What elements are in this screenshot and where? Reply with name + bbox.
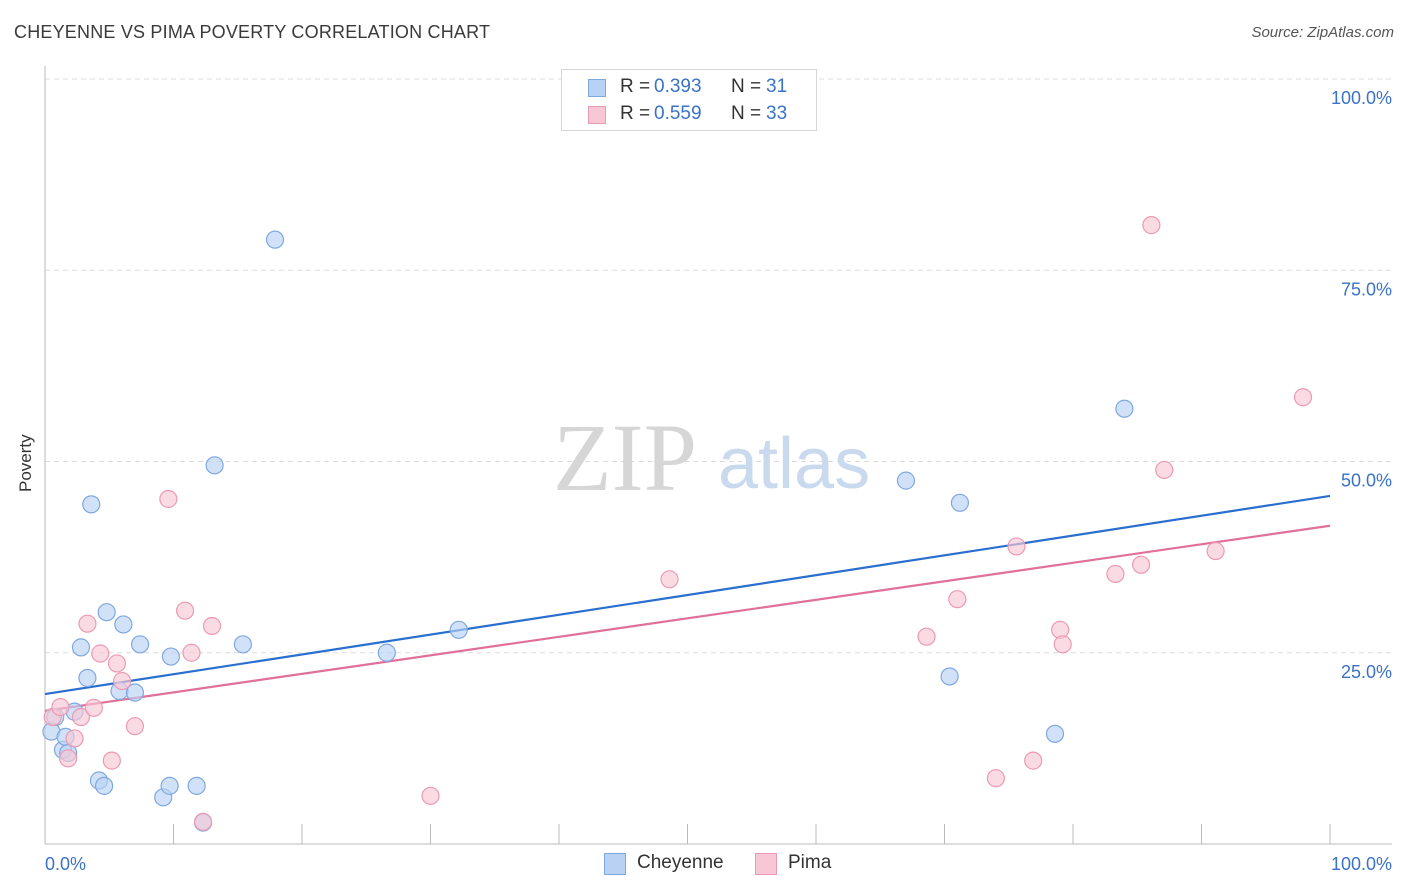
pima-point	[1106, 564, 1125, 584]
r-value: 0.559	[654, 103, 702, 124]
x-tick-label: 0.0%	[45, 854, 86, 874]
y-axis-label: Poverty	[16, 434, 35, 492]
n-value: 31	[766, 76, 788, 97]
pima-point	[986, 769, 1006, 788]
y-tick-label: 25.0%	[1341, 662, 1392, 682]
r-value: 0.393	[654, 76, 702, 97]
pima-point	[1053, 635, 1072, 654]
pima-point	[1155, 460, 1174, 480]
cheyenne-point	[82, 495, 101, 514]
pima-point	[948, 590, 967, 609]
chart-title: CHEYENNE VS PIMA POVERTY CORRELATION CHA…	[14, 22, 491, 42]
stats-legend: R = 0.393 N = 31 R = 0.559 N = 33	[561, 69, 817, 131]
cheyenne-point	[950, 493, 970, 512]
cheyenne-point	[205, 456, 224, 475]
watermark-atlas: atlas	[718, 424, 870, 504]
pima-point	[112, 671, 132, 691]
pima-point	[660, 570, 679, 589]
cheyenne-swatch	[604, 853, 626, 875]
pima-point	[159, 489, 178, 509]
cheyenne-trend-line	[44, 494, 1331, 696]
legend-label: Pima	[788, 852, 832, 873]
cheyenne-point	[377, 643, 396, 662]
cheyenne-point	[125, 683, 145, 702]
cheyenne-point	[265, 230, 285, 249]
pima-point	[78, 614, 97, 633]
cheyenne-point	[160, 776, 179, 795]
y-tick-label: 100.0%	[1331, 88, 1392, 108]
x-tick-labels: 0.0% 100.0%	[45, 854, 1392, 874]
y-tick-labels: 25.0% 50.0% 75.0% 100.0%	[1331, 88, 1392, 682]
pima-point	[175, 601, 195, 620]
pima-point	[1024, 751, 1043, 770]
cheyenne-point	[130, 635, 150, 654]
pima-point	[51, 697, 70, 717]
cheyenne-point	[896, 471, 916, 490]
cheyenne-point	[940, 667, 959, 686]
pima-point	[1206, 541, 1225, 561]
pima-point	[421, 786, 440, 805]
n-label: N =	[731, 76, 762, 97]
pima-point	[1132, 555, 1151, 574]
r-label: R =	[620, 103, 651, 124]
gridlines	[45, 78, 1392, 654]
pima-point	[91, 644, 110, 663]
watermark-zip: ZIP	[553, 404, 697, 511]
pima-point	[102, 751, 121, 770]
n-label: N =	[731, 103, 762, 124]
y-tick-label: 75.0%	[1341, 279, 1392, 299]
pima-point	[125, 717, 145, 736]
cheyenne-point	[97, 603, 116, 622]
x-tick-label: 100.0%	[1331, 854, 1392, 874]
pima-point	[1007, 537, 1026, 556]
trend-lines	[44, 494, 1331, 712]
cheyenne-point	[161, 647, 181, 666]
y-tick-label: 50.0%	[1341, 471, 1392, 491]
pima-point	[71, 707, 91, 727]
pima-point	[84, 698, 103, 717]
cheyenne-point	[78, 668, 97, 688]
series-legend: Cheyenne Pima	[604, 852, 844, 876]
pima-point	[1293, 388, 1313, 407]
cheyenne-point	[71, 638, 91, 657]
cheyenne-point	[114, 615, 133, 634]
cheyenne-swatch	[588, 79, 606, 97]
pima-point	[1142, 216, 1161, 235]
pima-point	[917, 627, 936, 646]
pima-point	[193, 812, 213, 831]
pima-point	[202, 616, 222, 636]
cheyenne-point	[187, 776, 206, 795]
source-label: Source: ZipAtlas.com	[1251, 24, 1394, 41]
legend-label: Cheyenne	[637, 852, 724, 873]
pima-trend-line	[44, 524, 1331, 712]
pima-swatch	[588, 106, 606, 124]
pima-point	[59, 749, 78, 768]
data-points	[42, 216, 1313, 832]
cheyenne-point	[1045, 724, 1065, 743]
n-value: 33	[766, 103, 788, 124]
cheyenne-point	[449, 620, 468, 639]
pima-swatch	[755, 853, 777, 875]
cheyenne-point	[95, 776, 114, 795]
watermark: ZIP atlas	[553, 404, 870, 511]
cheyenne-point	[1115, 399, 1134, 418]
pima-point	[65, 729, 84, 748]
cheyenne-point	[233, 635, 252, 654]
pima-point	[182, 643, 201, 662]
pima-point	[107, 654, 127, 673]
r-label: R =	[620, 76, 651, 97]
